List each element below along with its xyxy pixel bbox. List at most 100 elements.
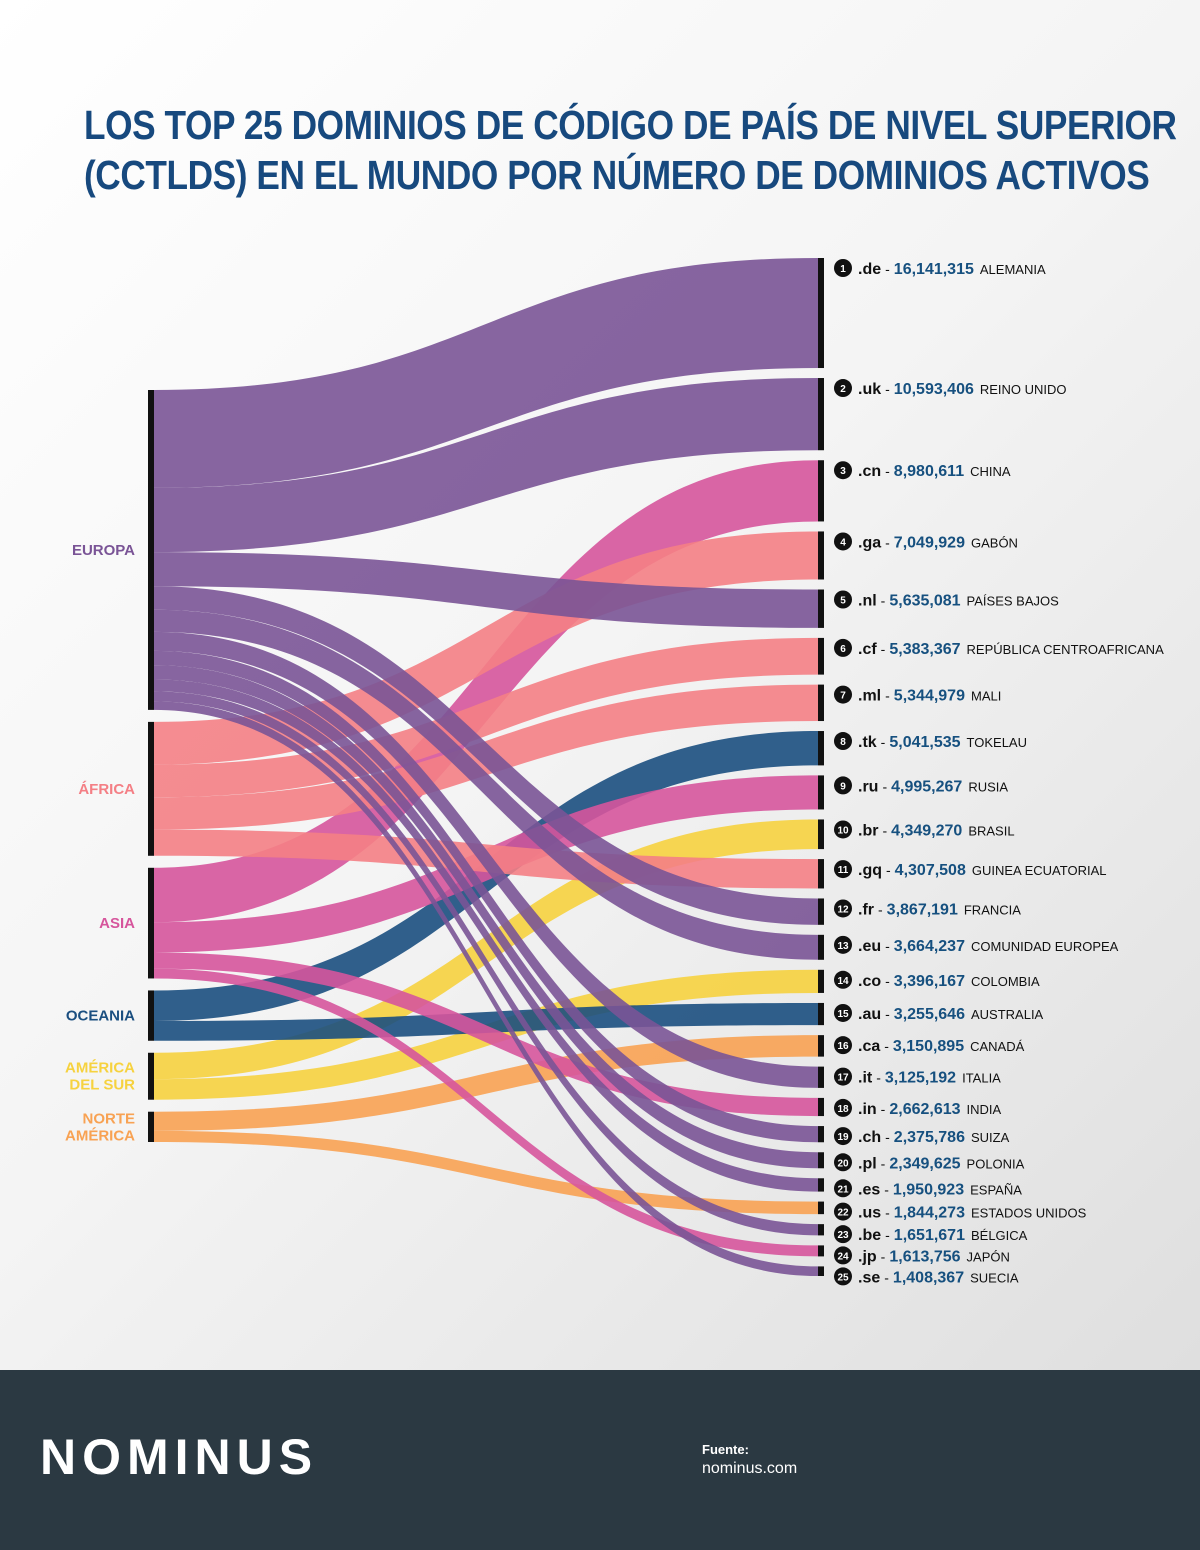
country-name: REPÚBLICA CENTROAFRICANA <box>967 642 1165 657</box>
domain-value: 2,662,613 <box>889 1101 960 1118</box>
domain-text: .in -2,662,613 INDIA <box>858 1101 1002 1118</box>
tld-name: .in <box>858 1101 877 1118</box>
country-name: ITALIA <box>962 1071 1001 1086</box>
tld-name: .gq <box>858 862 882 879</box>
region-bar-europa <box>148 390 154 710</box>
flow-br <box>154 819 818 1080</box>
tld-name: .ga <box>858 534 881 551</box>
country-name: JAPÓN <box>967 1249 1010 1264</box>
domain-label-pl: 20 .pl -2,349,625 POLONIA <box>834 1153 1025 1172</box>
tld-name: .jp <box>858 1248 877 1265</box>
domain-label-it: 17 .it -3,125,192 ITALIA <box>834 1067 1001 1087</box>
flow-jp <box>154 968 818 1257</box>
domain-value: 3,396,167 <box>894 973 965 990</box>
rank-number: 22 <box>837 1208 849 1219</box>
country-name: PAÍSES BAJOS <box>967 593 1060 608</box>
flow-us <box>154 1130 818 1215</box>
tld-name: .eu <box>858 938 881 955</box>
domain-label-au: 15 .au -3,255,646 AUSTRALIA <box>834 1003 1044 1023</box>
flow-be <box>154 691 818 1236</box>
domain-bar-it <box>818 1066 824 1088</box>
tld-name: .pl <box>858 1155 877 1172</box>
rank-number: 11 <box>838 865 849 876</box>
domain-text: .gq -4,307,508 GUINEA ECUATORIAL <box>858 862 1106 879</box>
rank-number: 1 <box>840 264 846 275</box>
rank-badge <box>834 776 852 795</box>
tld-name: .us <box>858 1205 881 1222</box>
rank-number: 18 <box>837 1104 849 1115</box>
domain-bar-eu <box>818 934 824 960</box>
rank-number: 3 <box>840 466 846 477</box>
flow-de <box>154 258 818 488</box>
tld-name: .se <box>858 1269 880 1286</box>
separator: - <box>885 463 890 479</box>
rank-number: 20 <box>837 1158 849 1169</box>
domain-bar-es <box>818 1178 824 1192</box>
region-label-norteamerica: NORTE <box>83 1110 136 1127</box>
rank-badge <box>834 1098 852 1117</box>
domain-bar-in <box>818 1097 824 1117</box>
domain-value: 3,664,237 <box>894 938 965 955</box>
rank-number: 12 <box>837 904 849 915</box>
domain-label-nl: 5 .nl -5,635,081 PAÍSES BAJOS <box>834 590 1059 609</box>
domain-value: 16,141,315 <box>894 261 974 278</box>
sankey-flows <box>154 258 818 1276</box>
rank-badge <box>834 820 852 839</box>
domain-value: 2,349,625 <box>889 1155 960 1172</box>
rank-number: 23 <box>837 1230 849 1241</box>
domain-label-se: 25 .se -1,408,367 SUECIA <box>834 1267 1019 1286</box>
country-name: COLOMBIA <box>971 974 1040 989</box>
flow-es <box>154 679 818 1192</box>
rank-badge <box>834 935 852 954</box>
tld-name: .nl <box>858 592 877 609</box>
country-name: GUINEA ECUATORIAL <box>972 863 1107 878</box>
domain-label-cf: 6 .cf -5,383,367 REPÚBLICA CENTROAFRICANA <box>834 638 1165 658</box>
domain-text: .eu -3,664,237 COMUNIDAD EUROPEA <box>858 938 1119 955</box>
flow-it <box>154 631 818 1088</box>
tld-name: .co <box>858 973 881 990</box>
region-bars <box>148 390 154 1142</box>
region-bar-norteamerica <box>148 1111 154 1142</box>
domain-value: 5,344,979 <box>894 688 965 705</box>
flow-cn <box>154 460 818 923</box>
domain-value: 4,995,267 <box>891 778 962 795</box>
domain-text: .it -3,125,192 ITALIA <box>858 1070 1001 1087</box>
domain-text: .ca -3,150,895 CANADÁ <box>858 1038 1025 1055</box>
domain-label-be: 23 .be -1,651,671 BÉLGICA <box>834 1225 1028 1244</box>
country-name: SUIZA <box>971 1130 1010 1145</box>
domain-label-in: 18 .in -2,662,613 INDIA <box>834 1098 1002 1118</box>
tld-name: .ru <box>858 778 878 795</box>
domain-label-fr: 12 .fr -3,867,191 FRANCIA <box>834 899 1021 918</box>
domain-label-de: 1 .de -16,141,315 ALEMANIA <box>834 259 1046 278</box>
chart-title: LOS TOP 25 DOMINIOS DE CÓDIGO DE PAÍS DE… <box>84 100 1177 200</box>
tld-name: .de <box>858 261 881 278</box>
domain-value: 1,408,367 <box>893 1269 964 1286</box>
domain-text: .co -3,396,167 COLOMBIA <box>858 973 1040 990</box>
domain-bar-jp <box>818 1245 824 1257</box>
rank-number: 17 <box>837 1073 849 1084</box>
separator: - <box>885 973 890 989</box>
rank-badge <box>834 685 852 704</box>
tld-name: .cn <box>858 463 881 480</box>
domain-bar-br <box>818 819 824 850</box>
country-name: COMUNIDAD EUROPEA <box>971 939 1119 954</box>
domain-text: .ru -4,995,267 RUSIA <box>858 778 1008 795</box>
separator: - <box>884 1181 889 1197</box>
country-name: TOKELAU <box>967 735 1027 750</box>
tld-name: .br <box>858 822 878 839</box>
tld-name: .au <box>858 1006 881 1023</box>
separator: - <box>884 1269 889 1285</box>
domain-bar-tk <box>818 731 824 766</box>
source-label: Fuente: <box>702 1442 749 1457</box>
region-bar-sudamerica <box>148 1052 154 1100</box>
country-name: BRASIL <box>968 823 1014 838</box>
domain-text: .be -1,651,671 BÉLGICA <box>858 1227 1028 1244</box>
source-value: nominus.com <box>702 1460 798 1477</box>
domain-value: 4,307,508 <box>895 862 966 879</box>
rank-number: 9 <box>840 781 846 792</box>
domain-value: 3,125,192 <box>885 1070 956 1087</box>
domain-text: .ch -2,375,786 SUIZA <box>858 1129 1010 1146</box>
country-name: MALI <box>971 689 1001 704</box>
domain-label-ru: 9 .ru -4,995,267 RUSIA <box>834 776 1008 795</box>
flow-au <box>154 1002 818 1041</box>
